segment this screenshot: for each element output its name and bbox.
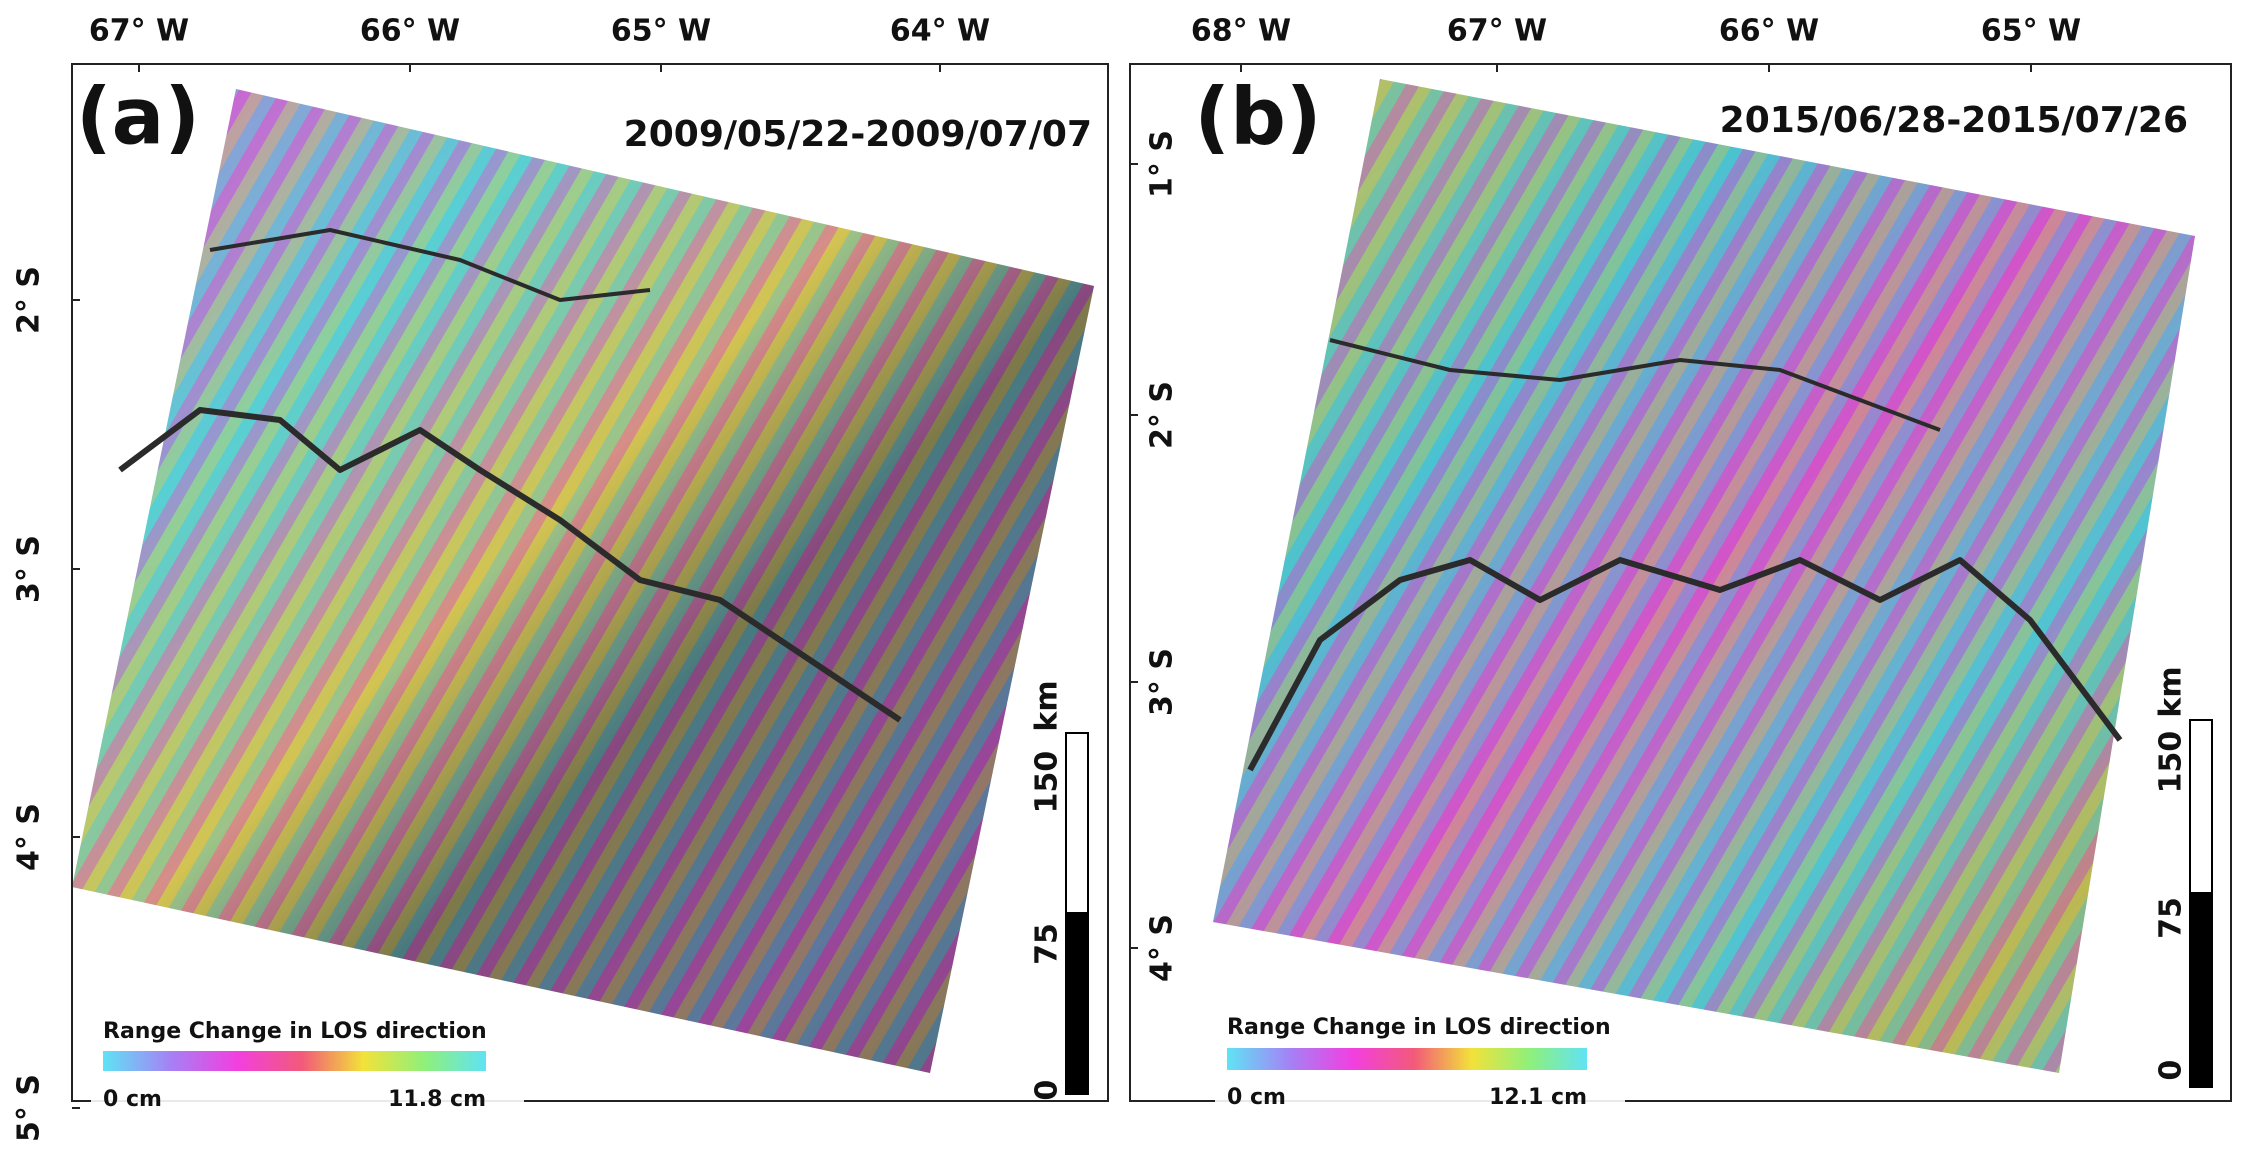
colorbar-title: Range Change in LOS direction — [103, 1019, 487, 1044]
fringe-overlay — [1213, 79, 2195, 1073]
date-range: 2009/05/22-2009/07/07 — [624, 114, 1092, 155]
scale-tick: 0 — [2154, 1060, 2189, 1081]
lat-label: 3° S — [1145, 648, 1180, 716]
lon-label: 68° W — [1191, 14, 1291, 49]
scale-tick: 150 — [2154, 731, 2189, 794]
map-panel: 68° W 67° W 66° W 65° W 1° S 2° S 3° S 4° S (b) 2… — [1129, 14, 2232, 1116]
river — [209, 228, 651, 302]
lon-label: 66° W — [1719, 14, 1819, 49]
map-panel: 67° W 66° W 65° W 64° W 2° S 3° S 4° S 5° S (a) 2… — [12, 14, 1109, 1142]
scale-tick: 75 — [2154, 897, 2189, 939]
lat-label: 2° S — [12, 266, 47, 334]
lat-label: 1° S — [1145, 130, 1180, 198]
fringe-overlay — [72, 89, 1094, 1073]
colorbar-min: 0 cm — [103, 1087, 162, 1112]
panel-label: (a) — [76, 72, 200, 162]
panel-label: (b) — [1194, 72, 1321, 162]
lon-label: 66° W — [360, 14, 460, 49]
colorbar-max: 11.8 cm — [388, 1087, 486, 1112]
map-frame — [1129, 63, 2232, 1102]
lon-label: 65° W — [611, 14, 711, 49]
lat-label: 2° S — [1145, 381, 1180, 449]
lon-label: 64° W — [890, 14, 990, 49]
scale-tick: 0 — [1030, 1080, 1065, 1101]
lat-label: 5° S — [12, 1074, 47, 1142]
scale-unit: km — [1030, 680, 1065, 731]
lon-label: 67° W — [1447, 14, 1547, 49]
scale-tick: 75 — [1030, 923, 1065, 965]
map-frame — [71, 63, 1109, 1102]
scale-unit: km — [2154, 666, 2189, 717]
scale-bar-black — [2189, 892, 2213, 1088]
river — [1247, 557, 2123, 772]
scale-bar-white — [1065, 732, 1089, 914]
colorbar — [1227, 1048, 1587, 1070]
lon-label: 67° W — [89, 14, 189, 49]
river — [1329, 338, 1941, 432]
colorbar — [103, 1051, 486, 1071]
lat-label: 4° S — [1145, 914, 1180, 982]
date-range: 2015/06/28-2015/07/26 — [1720, 100, 2188, 141]
colorbar-max: 12.1 cm — [1489, 1085, 1587, 1110]
lat-label: 3° S — [12, 535, 47, 603]
scale-bar-white — [2189, 719, 2213, 894]
lat-label: 4° S — [12, 803, 47, 871]
colorbar-title: Range Change in LOS direction — [1227, 1015, 1611, 1040]
scale-bar-black — [1065, 912, 1089, 1095]
scale-tick: 150 — [1030, 751, 1065, 814]
lon-label: 65° W — [1981, 14, 2081, 49]
river — [118, 407, 902, 723]
colorbar-min: 0 cm — [1227, 1085, 1286, 1110]
